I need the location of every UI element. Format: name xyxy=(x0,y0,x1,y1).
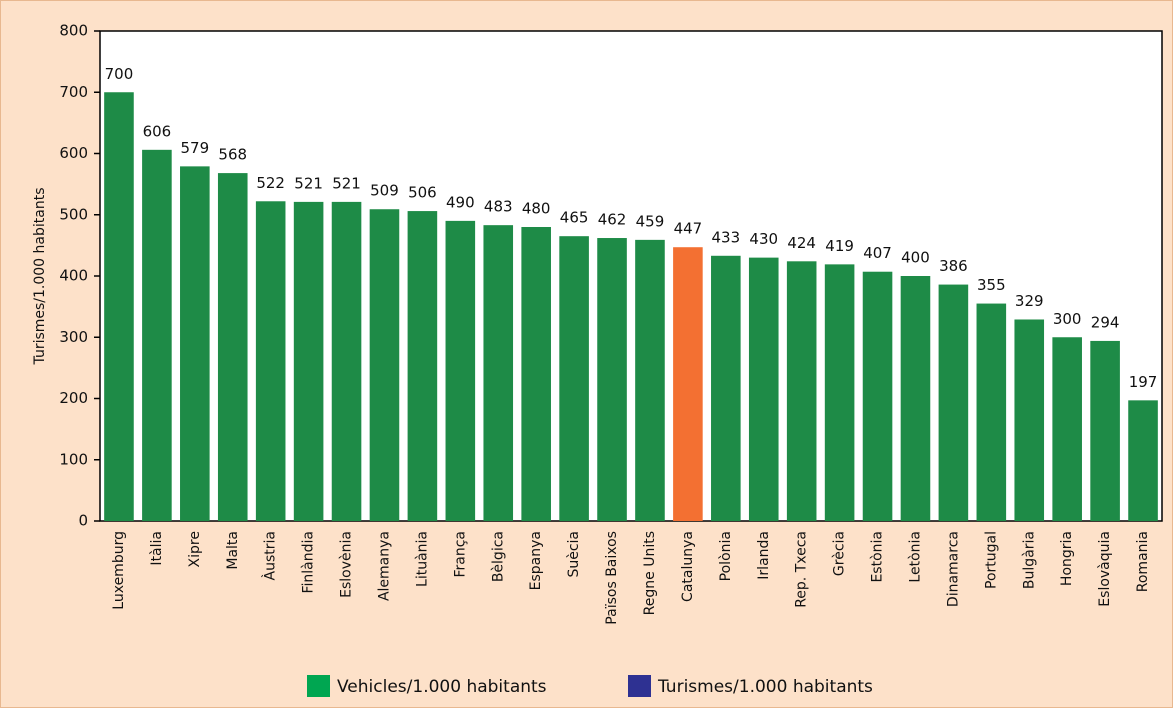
data-label: 459 xyxy=(636,212,665,230)
x-tick-label: Àustria xyxy=(262,531,279,580)
x-tick-label: Països Baixos xyxy=(604,531,620,625)
data-label: 355 xyxy=(977,276,1006,294)
x-tick-label: Suècia xyxy=(566,531,582,578)
data-label: 419 xyxy=(825,237,854,255)
data-label: 433 xyxy=(712,228,741,246)
x-tick-label: Grècia xyxy=(832,531,848,576)
data-label: 430 xyxy=(749,230,778,248)
bar xyxy=(635,239,665,522)
x-tick-label: Rep. Txeca xyxy=(794,531,810,608)
x-tick-label: Lituània xyxy=(414,531,430,587)
bar xyxy=(1014,319,1045,521)
bar xyxy=(142,149,172,521)
bar xyxy=(293,201,324,521)
bar xyxy=(559,236,589,521)
x-tick-label: Polònia xyxy=(718,531,734,581)
y-tick-label: 600 xyxy=(59,144,88,162)
x-tick-label: Alemanya xyxy=(376,531,392,601)
bar xyxy=(180,166,210,522)
x-tick-label: Finlàndia xyxy=(301,531,317,594)
x-tick-label: Bèlgica xyxy=(490,531,506,582)
y-tick-label: 700 xyxy=(59,83,88,101)
bar xyxy=(597,238,627,521)
data-label: 465 xyxy=(560,209,589,227)
y-axis-label: Turismes/1.000 habitants xyxy=(32,188,48,366)
data-label: 521 xyxy=(332,174,361,192)
bar xyxy=(938,284,969,521)
x-tick-label: França xyxy=(452,531,468,578)
data-label: 606 xyxy=(143,122,172,140)
data-label: 407 xyxy=(863,244,892,262)
y-tick-label: 400 xyxy=(59,267,88,285)
data-label: 490 xyxy=(446,193,475,211)
data-label: 197 xyxy=(1129,373,1158,391)
data-label: 521 xyxy=(294,174,323,192)
y-tick-label: 300 xyxy=(59,328,88,346)
data-label: 506 xyxy=(408,184,437,202)
x-tick-label: Malta xyxy=(225,531,241,570)
data-label: 462 xyxy=(598,211,627,229)
x-tick-label: Hongria xyxy=(1059,531,1075,586)
bar xyxy=(824,264,855,521)
bar xyxy=(521,227,551,521)
data-label: 522 xyxy=(256,174,285,192)
x-tick-label: Irlanda xyxy=(756,531,772,580)
x-tick-label: Luxemburg xyxy=(111,531,127,610)
x-tick-label: Estònia xyxy=(870,531,886,583)
legend-swatch xyxy=(307,675,330,697)
y-tick-label: 800 xyxy=(59,22,88,40)
bar xyxy=(1128,400,1158,521)
data-label: 400 xyxy=(901,249,930,267)
data-label: 386 xyxy=(939,257,968,275)
bar xyxy=(217,173,248,521)
x-tick-label: Romania xyxy=(1135,531,1151,592)
bar xyxy=(900,276,931,521)
data-label: 568 xyxy=(218,146,247,164)
data-label: 483 xyxy=(484,198,513,216)
bar xyxy=(786,261,817,521)
data-label: 294 xyxy=(1091,313,1120,331)
data-label: 447 xyxy=(674,220,703,238)
x-tick-label: Xipre xyxy=(187,531,203,567)
y-tick-label: 0 xyxy=(78,512,88,530)
data-label: 509 xyxy=(370,182,399,200)
bar xyxy=(369,209,400,522)
bar xyxy=(673,247,703,521)
bar xyxy=(748,257,779,521)
y-tick-label: 100 xyxy=(59,450,88,468)
data-label: 300 xyxy=(1053,310,1082,328)
legend-swatch xyxy=(628,675,651,697)
x-tick-label: Espanya xyxy=(528,531,544,590)
x-tick-label: Regne Units xyxy=(642,531,658,615)
x-tick-label: Dinamarca xyxy=(945,531,961,607)
legend-label: Turismes/1.000 habitants xyxy=(657,677,873,697)
bar xyxy=(445,220,476,521)
data-label: 329 xyxy=(1015,292,1044,310)
bar xyxy=(407,211,438,521)
x-tick-label: Letònia xyxy=(907,531,923,583)
bar xyxy=(255,201,286,521)
data-label: 424 xyxy=(787,234,816,252)
x-tick-label: Eslovènia xyxy=(339,531,355,598)
bar xyxy=(1052,337,1082,521)
x-tick-label: Itàlia xyxy=(149,531,165,566)
legend-label: Vehicles/1.000 habitants xyxy=(337,677,547,697)
data-label: 480 xyxy=(522,200,551,218)
y-tick-label: 500 xyxy=(59,205,88,223)
bar xyxy=(711,255,741,521)
bar xyxy=(104,92,134,521)
bar xyxy=(1090,340,1120,521)
x-tick-label: Catalunya xyxy=(680,531,696,602)
bar xyxy=(331,201,362,521)
x-tick-label: Portugal xyxy=(983,531,999,589)
bar xyxy=(976,303,1007,521)
bar xyxy=(862,271,893,521)
data-label: 700 xyxy=(105,65,134,83)
y-tick-label: 200 xyxy=(59,389,88,407)
x-tick-label: Bulgària xyxy=(1021,531,1037,589)
x-tick-label: Eslovàquia xyxy=(1097,531,1113,607)
data-label: 579 xyxy=(181,139,210,157)
bar xyxy=(483,225,514,521)
